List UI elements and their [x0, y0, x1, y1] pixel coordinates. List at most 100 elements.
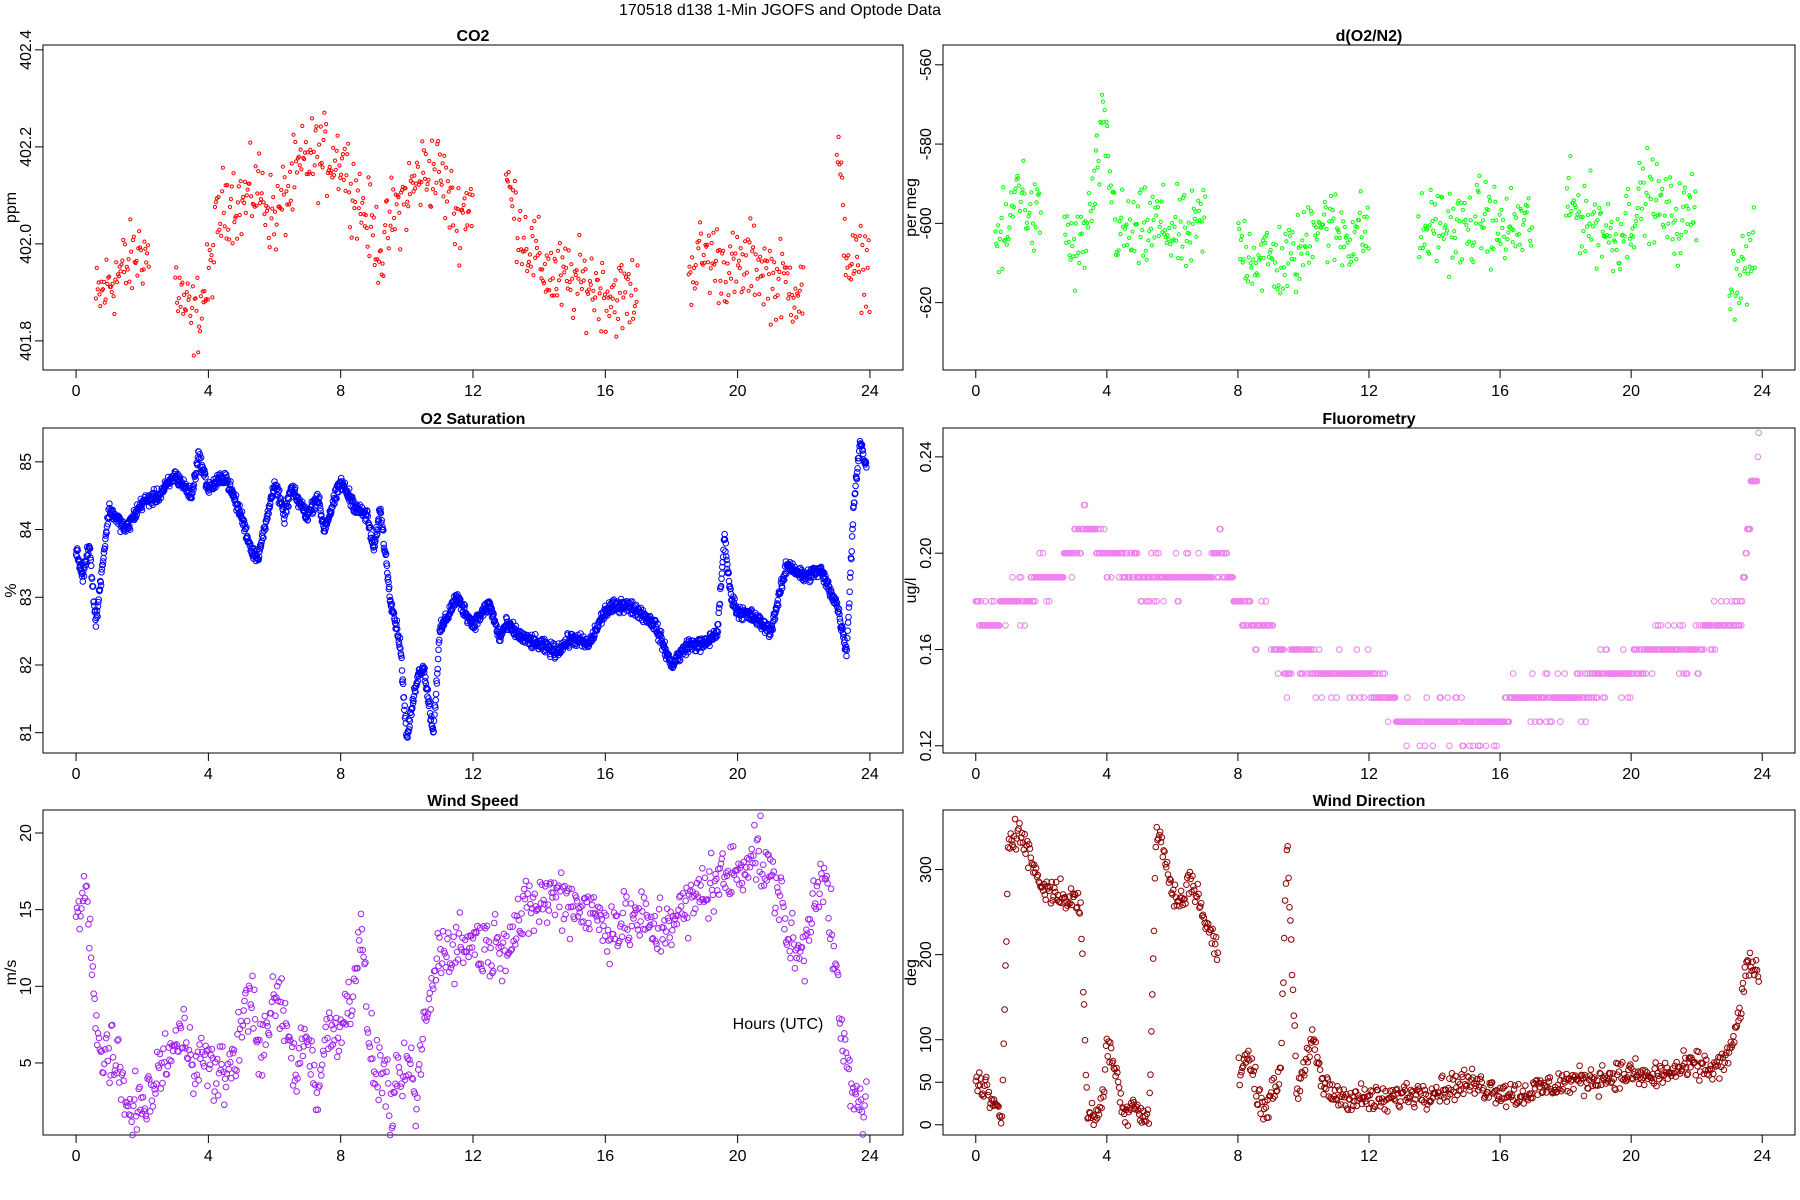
data-point [832, 595, 840, 603]
data-point [197, 454, 205, 462]
data-point [758, 254, 763, 259]
data-point [1345, 240, 1350, 245]
data-point [464, 191, 469, 196]
data-point [366, 175, 371, 180]
y-axis-label: ug/l [903, 578, 920, 604]
data-point [839, 160, 844, 165]
data-point [1146, 598, 1153, 605]
data-point [96, 586, 104, 594]
data-point [119, 1069, 127, 1077]
data-point [460, 601, 468, 608]
data-point [788, 312, 794, 318]
data-point [1471, 260, 1476, 265]
data-point [1115, 252, 1120, 257]
data-point [538, 881, 546, 889]
data-point [736, 258, 742, 263]
data-point [1286, 261, 1291, 266]
data-point [434, 670, 441, 677]
data-point [1017, 209, 1023, 214]
data-point [73, 904, 81, 912]
data-point [1595, 218, 1600, 223]
data-point [772, 260, 777, 265]
data-point [257, 541, 265, 549]
data-point [1012, 189, 1017, 195]
data-point [383, 562, 391, 570]
data-point [342, 146, 347, 151]
data-point [750, 249, 755, 254]
data-point [298, 147, 303, 152]
data-point [1000, 266, 1005, 271]
data-point [269, 973, 277, 980]
data-point [316, 1082, 323, 1089]
data-point [397, 652, 405, 659]
data-point [1585, 694, 1593, 701]
data-point [359, 220, 364, 225]
data-point [386, 246, 391, 251]
data-point [1266, 262, 1271, 267]
data-point [412, 173, 417, 178]
data-point [1031, 574, 1038, 581]
data-point [1654, 622, 1662, 629]
data-point [1006, 237, 1011, 242]
data-point [491, 617, 499, 624]
data-point [199, 316, 204, 321]
data-point [553, 259, 558, 264]
data-point [497, 637, 504, 645]
data-point [1544, 670, 1551, 677]
data-point [1136, 260, 1141, 266]
data-point [1537, 718, 1544, 726]
data-point [1656, 179, 1661, 184]
data-point [487, 944, 494, 952]
data-point [570, 276, 575, 281]
data-point [310, 1061, 318, 1069]
data-point [1346, 694, 1354, 701]
data-point [116, 274, 122, 279]
data-point [105, 281, 110, 286]
data-point [1741, 574, 1749, 581]
data-point [1467, 239, 1472, 244]
data-point [109, 289, 114, 295]
x-tick-label: 20 [729, 383, 747, 400]
data-point [522, 877, 530, 885]
data-point [1613, 232, 1619, 237]
data-point [1182, 193, 1187, 198]
data-point [1314, 237, 1320, 242]
data-point [562, 911, 569, 918]
data-point [103, 1031, 111, 1038]
data-point [232, 491, 240, 499]
data-point [1488, 267, 1494, 272]
data-point [364, 225, 369, 231]
data-point [1208, 549, 1215, 557]
data-point [509, 197, 514, 202]
data-point [1144, 598, 1152, 605]
data-point [509, 923, 517, 931]
data-point [365, 244, 370, 249]
data-point [613, 278, 618, 283]
data-point [1140, 228, 1145, 233]
data-point [526, 259, 532, 264]
data-point [604, 308, 609, 313]
data-point [97, 582, 105, 589]
data-point [976, 622, 984, 629]
data-point [800, 311, 805, 316]
data-point [199, 463, 206, 471]
data-point [531, 890, 539, 898]
data-point [413, 1105, 420, 1113]
data-point [1594, 266, 1599, 271]
data-point [123, 281, 129, 286]
data-series [72, 812, 870, 1139]
data-point [397, 1083, 405, 1090]
data-point [781, 271, 787, 276]
data-point [796, 309, 802, 314]
data-point [740, 252, 745, 257]
data-point [206, 1065, 213, 1073]
data-point [1074, 253, 1079, 258]
data-point [1183, 225, 1188, 230]
data-point [329, 168, 334, 173]
data-point [844, 256, 849, 261]
data-point [1669, 213, 1674, 218]
data-point [210, 1097, 217, 1104]
data-point [480, 923, 487, 930]
data-point [726, 582, 734, 590]
data-point [354, 178, 359, 183]
